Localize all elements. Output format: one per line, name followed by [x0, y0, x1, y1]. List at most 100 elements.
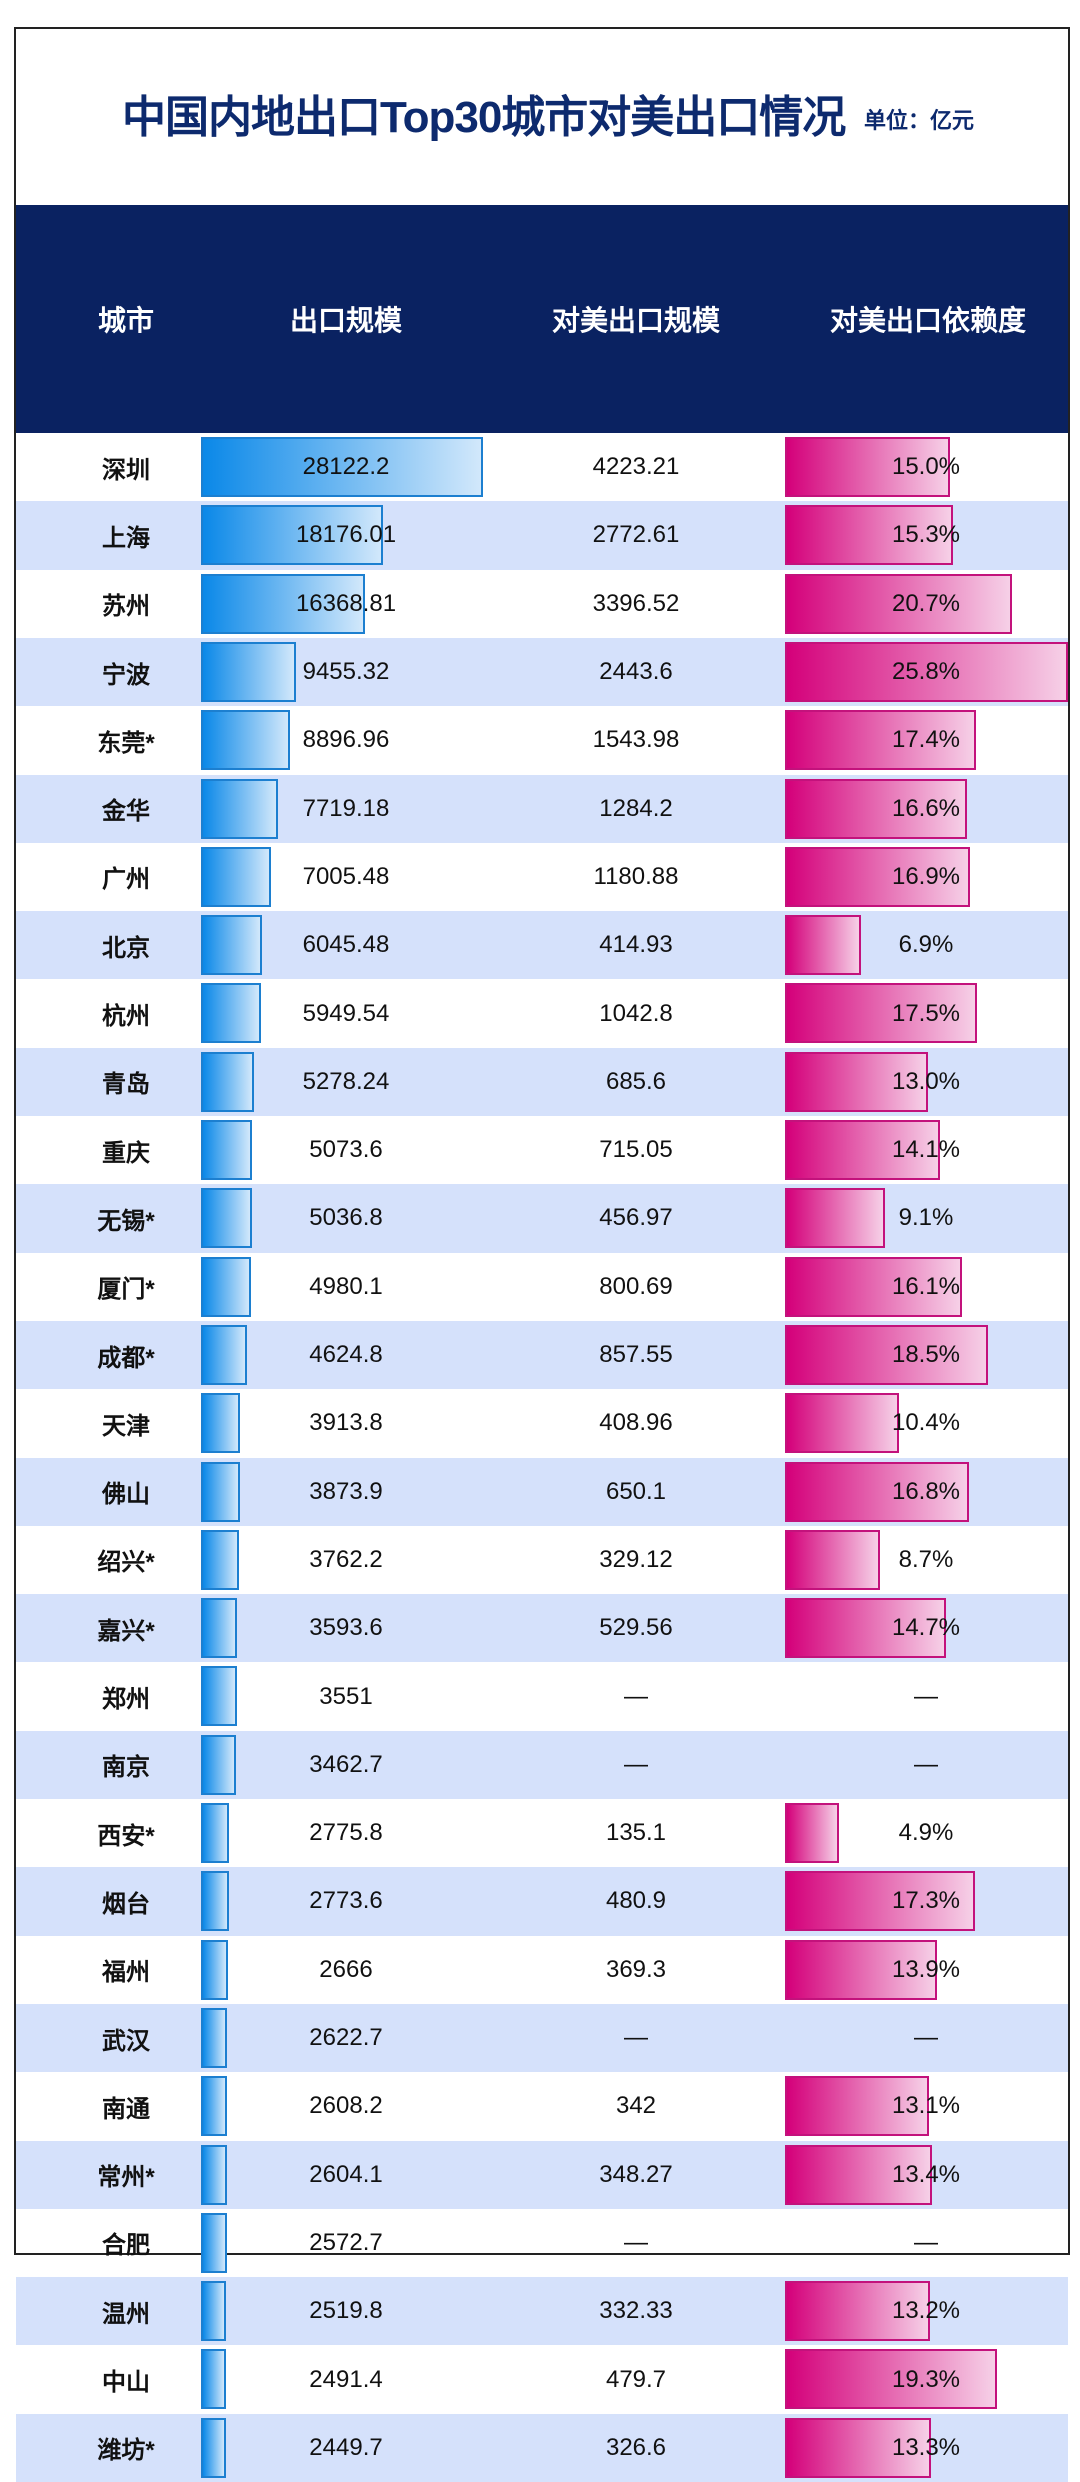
export-value: 4980.1	[309, 1272, 383, 1300]
city-cell: 潍坊*	[97, 2437, 155, 2465]
export-bar	[201, 1666, 237, 1727]
export-value: 2608.2	[309, 2092, 383, 2120]
us-export-value: 2443.6	[599, 658, 673, 686]
export-bar	[201, 2212, 227, 2273]
dependency-value: 4.9%	[898, 1819, 954, 1847]
title-band: 中国内地出口Top30城市对美出口情况 单位：亿元	[16, 29, 1068, 205]
table-row: 东莞* 8896.96 1543.98 17.4%	[16, 706, 1068, 774]
export-value: 3551	[319, 1682, 373, 1710]
dependency-bar	[785, 641, 1068, 702]
table-row: 武汉 2622.7 — —	[16, 2003, 1068, 2073]
dependency-value: 16.6%	[891, 794, 961, 822]
dependency-value: 9.1%	[898, 1204, 954, 1232]
export-value: 3593.6	[309, 1614, 383, 1642]
dependency-value: 13.4%	[891, 2160, 961, 2188]
dependency-value: 18.5%	[891, 1341, 961, 1369]
dependency-bar	[785, 2076, 929, 2137]
table-row: 烟台 2773.6 480.9 17.3%	[16, 1867, 1068, 1936]
table-row: 嘉兴* 3593.6 529.56 14.7%	[16, 1594, 1068, 1663]
dependency-value: —	[914, 2024, 938, 2052]
city-cell: 杭州	[102, 1003, 150, 1031]
export-bar	[201, 1188, 252, 1249]
export-value: 2449.7	[309, 2433, 383, 2461]
dependency-value: —	[914, 1750, 938, 1778]
table-row: 深圳 28122.2 4223.21 15.0%	[16, 433, 1068, 501]
dependency-bar	[785, 1871, 975, 1932]
us-export-value: 480.9	[605, 1887, 667, 1915]
export-bar	[201, 2144, 228, 2205]
export-value: 28122.2	[302, 453, 390, 481]
us-export-value: —	[624, 1750, 648, 1778]
table-row: 常州* 2604.1 348.27 13.4%	[16, 2140, 1068, 2209]
export-value: 5278.24	[302, 1067, 390, 1095]
dependency-value: 13.3%	[891, 2433, 961, 2461]
table-row: 西安* 2775.8 135.1 4.9%	[16, 1799, 1068, 1867]
city-cell: 南通	[102, 2095, 150, 2123]
us-export-value: 1180.88	[593, 862, 679, 890]
export-bar	[201, 1120, 252, 1180]
dependency-bar	[785, 1939, 938, 2000]
dependency-bar	[785, 846, 971, 907]
dependency-value: 17.4%	[891, 726, 961, 754]
export-bar	[201, 1256, 251, 1317]
export-bar	[201, 573, 366, 634]
city-cell: 嘉兴*	[97, 1617, 155, 1645]
export-value: 5949.54	[302, 999, 390, 1027]
export-value: 3762.2	[309, 1545, 383, 1573]
export-bar	[201, 1598, 238, 1659]
city-cell: 武汉	[102, 2027, 150, 2055]
dependency-bar	[785, 1120, 940, 1180]
dependency-value: 16.9%	[891, 862, 961, 890]
dependency-value: 13.9%	[891, 1955, 961, 1983]
dependency-bar	[785, 2144, 932, 2205]
city-cell: 天津	[102, 1412, 150, 1440]
export-bar	[201, 1939, 228, 2000]
dependency-bar	[785, 1529, 881, 1590]
city-cell: 苏州	[102, 593, 150, 621]
export-value: 6045.48	[302, 931, 390, 959]
us-export-value: 800.69	[599, 1272, 673, 1300]
us-export-value: 3396.52	[592, 589, 680, 617]
export-bar	[201, 1393, 241, 1454]
export-value: 2519.8	[309, 2297, 383, 2325]
us-export-value: 715.05	[599, 1136, 673, 1164]
us-export-value: —	[624, 2228, 648, 2256]
table-row: 北京 6045.48 414.93 6.9%	[16, 911, 1068, 980]
export-value: 8896.96	[302, 726, 390, 754]
us-export-value: 479.7	[605, 2365, 667, 2393]
table-row: 南通 2608.2 342 13.1%	[16, 2072, 1068, 2140]
header-city: 城市	[97, 305, 154, 336]
table-row: 上海 18176.01 2772.61 15.3%	[16, 501, 1068, 570]
table-row: 重庆 5073.6 715.05 14.1%	[16, 1116, 1068, 1184]
us-export-value: 135.1	[605, 1819, 667, 1847]
dependency-value: —	[914, 2228, 938, 2256]
us-export-value: 1543.98	[592, 726, 680, 754]
table-row: 青岛 5278.24 685.6 13.0%	[16, 1047, 1068, 1116]
dependency-value: 6.9%	[898, 931, 954, 959]
dependency-bar	[785, 710, 976, 771]
city-cell: 宁波	[102, 661, 150, 689]
us-export-value: 369.3	[605, 1955, 667, 1983]
city-cell: 常州*	[97, 2164, 155, 2192]
table-row: 宁波 9455.32 2443.6 25.8%	[16, 637, 1068, 707]
city-cell: 金华	[102, 798, 150, 826]
table-row: 无锡* 5036.8 456.97 9.1%	[16, 1184, 1068, 1253]
export-bar	[201, 710, 291, 771]
us-export-value: 408.96	[599, 1409, 673, 1437]
table-row: 杭州 5949.54 1042.8 17.5%	[16, 979, 1068, 1047]
dependency-bar	[785, 1393, 900, 1454]
dependency-value: 13.0%	[891, 1067, 961, 1095]
dependency-value: 15.3%	[891, 521, 961, 549]
us-export-value: 4223.21	[592, 453, 680, 481]
city-cell: 重庆	[102, 1139, 150, 1167]
us-export-value: 685.6	[605, 1067, 667, 1095]
city-cell: 青岛	[102, 1071, 150, 1099]
export-bar	[201, 1324, 248, 1385]
export-value: 7005.48	[302, 862, 390, 890]
export-bar	[201, 1734, 236, 1795]
city-cell: 中山	[102, 2369, 150, 2397]
table-row: 合肥 2572.7 — —	[16, 2209, 1068, 2277]
dependency-value: 13.1%	[891, 2092, 961, 2120]
dependency-value: 16.1%	[891, 1272, 961, 1300]
export-value: 7719.18	[302, 794, 390, 822]
